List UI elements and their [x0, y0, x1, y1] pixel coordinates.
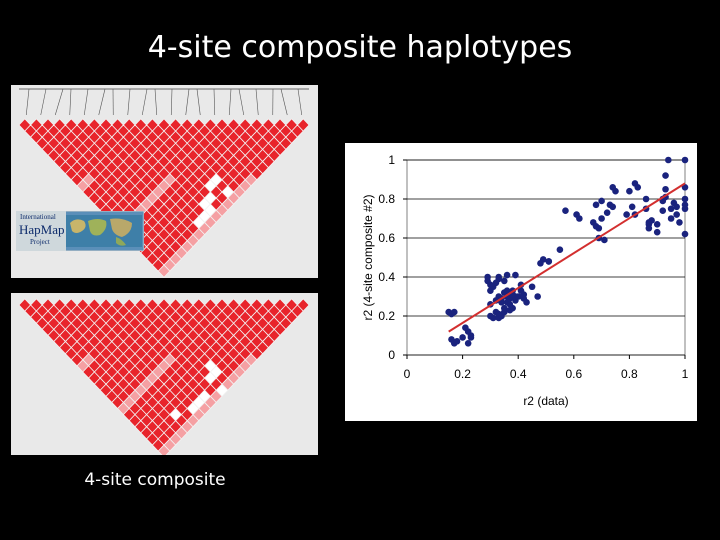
- ld-heatmap-composite: [11, 293, 318, 458]
- data-point: [459, 334, 466, 341]
- y-tick-label: 0: [388, 348, 395, 362]
- data-point: [681, 205, 689, 213]
- y-tick-label: 0.8: [378, 192, 395, 206]
- data-point: [653, 228, 661, 236]
- data-point: [667, 215, 675, 222]
- ld-triangle-composite: [18, 298, 310, 458]
- data-point: [623, 211, 630, 218]
- data-point: [681, 184, 689, 191]
- data-point: [659, 207, 667, 214]
- panel-caption: 4-site composite: [84, 470, 226, 490]
- data-point: [681, 195, 689, 203]
- data-point: [517, 287, 525, 294]
- data-point: [576, 215, 583, 222]
- data-point: [601, 236, 608, 244]
- data-point: [534, 293, 541, 300]
- data-point: [464, 328, 472, 335]
- logo-line1: International: [20, 213, 56, 221]
- data-point: [453, 338, 461, 345]
- data-point: [667, 205, 675, 213]
- data-point: [665, 156, 672, 164]
- x-tick-label: 0: [404, 367, 411, 381]
- data-point: [681, 230, 689, 238]
- data-point: [498, 299, 505, 306]
- data-point: [545, 258, 553, 265]
- data-point: [489, 314, 497, 322]
- data-point: [450, 308, 458, 316]
- x-tick-label: 0.2: [454, 367, 471, 381]
- data-point: [556, 246, 564, 253]
- data-point: [645, 224, 653, 232]
- data-point: [503, 287, 511, 294]
- logo-line3: Project: [30, 238, 50, 246]
- data-point: [503, 271, 511, 279]
- x-tick-label: 0.4: [510, 367, 527, 381]
- data-point: [634, 184, 642, 191]
- data-point: [612, 187, 619, 195]
- data-point: [523, 299, 530, 306]
- data-point: [626, 187, 633, 195]
- data-point: [642, 195, 650, 203]
- y-axis-label: r2 (4-site composite #2): [361, 194, 375, 320]
- data-point: [562, 207, 569, 214]
- trendline: [448, 182, 686, 333]
- data-point: [528, 283, 536, 291]
- data-point: [662, 185, 669, 193]
- data-point: [487, 287, 494, 294]
- data-point: [603, 209, 611, 216]
- data-point: [676, 219, 683, 226]
- scatter-plot-svg: 0 0.2 0.4 0.6 0.8 1 0 0.2 0.4 0.6 0.8 1 r2 (data) r2 …: [361, 153, 689, 408]
- y-tick-label: 1: [388, 153, 395, 167]
- data-point: [495, 273, 503, 281]
- data-point: [464, 340, 472, 347]
- data-point: [598, 215, 605, 222]
- y-tick-label: 0.6: [378, 231, 395, 245]
- data-point: [609, 203, 617, 211]
- plot-area: [406, 159, 686, 356]
- data-point: [484, 273, 491, 281]
- y-tick-label: 0.2: [378, 309, 395, 323]
- data-point: [509, 304, 516, 312]
- x-tick-label: 0.6: [565, 367, 582, 381]
- data-point: [514, 293, 522, 300]
- data-point: [662, 172, 669, 179]
- data-point: [648, 217, 655, 224]
- y-tick-label: 0.4: [378, 270, 395, 284]
- slide-title: 4-site composite haplotypes: [147, 30, 573, 65]
- data-point: [512, 271, 519, 279]
- data-point: [595, 224, 603, 232]
- data-point: [592, 201, 600, 209]
- ld-cell: [157, 264, 171, 278]
- data-point: [598, 197, 605, 205]
- data-point: [681, 156, 689, 164]
- data-point: [628, 203, 636, 211]
- logo-line2: HapMap: [19, 222, 65, 237]
- x-axis-label: r2 (data): [523, 394, 568, 408]
- data-point: [673, 203, 680, 211]
- data-point: [653, 221, 661, 228]
- x-tick-label: 0.8: [621, 367, 638, 381]
- data-point: [501, 277, 508, 285]
- data-point: [537, 260, 544, 267]
- ld-heatmap-hapmap: International HapMap Project: [11, 85, 318, 278]
- data-point: [501, 304, 508, 312]
- x-tick-label: 1: [682, 367, 689, 381]
- data-point: [673, 211, 680, 218]
- hapmap-logo: International HapMap Project: [15, 210, 145, 252]
- scatter-chart: 0 0.2 0.4 0.6 0.8 1 0 0.2 0.4 0.6 0.8 1 r2 (data) r2 …: [345, 143, 697, 421]
